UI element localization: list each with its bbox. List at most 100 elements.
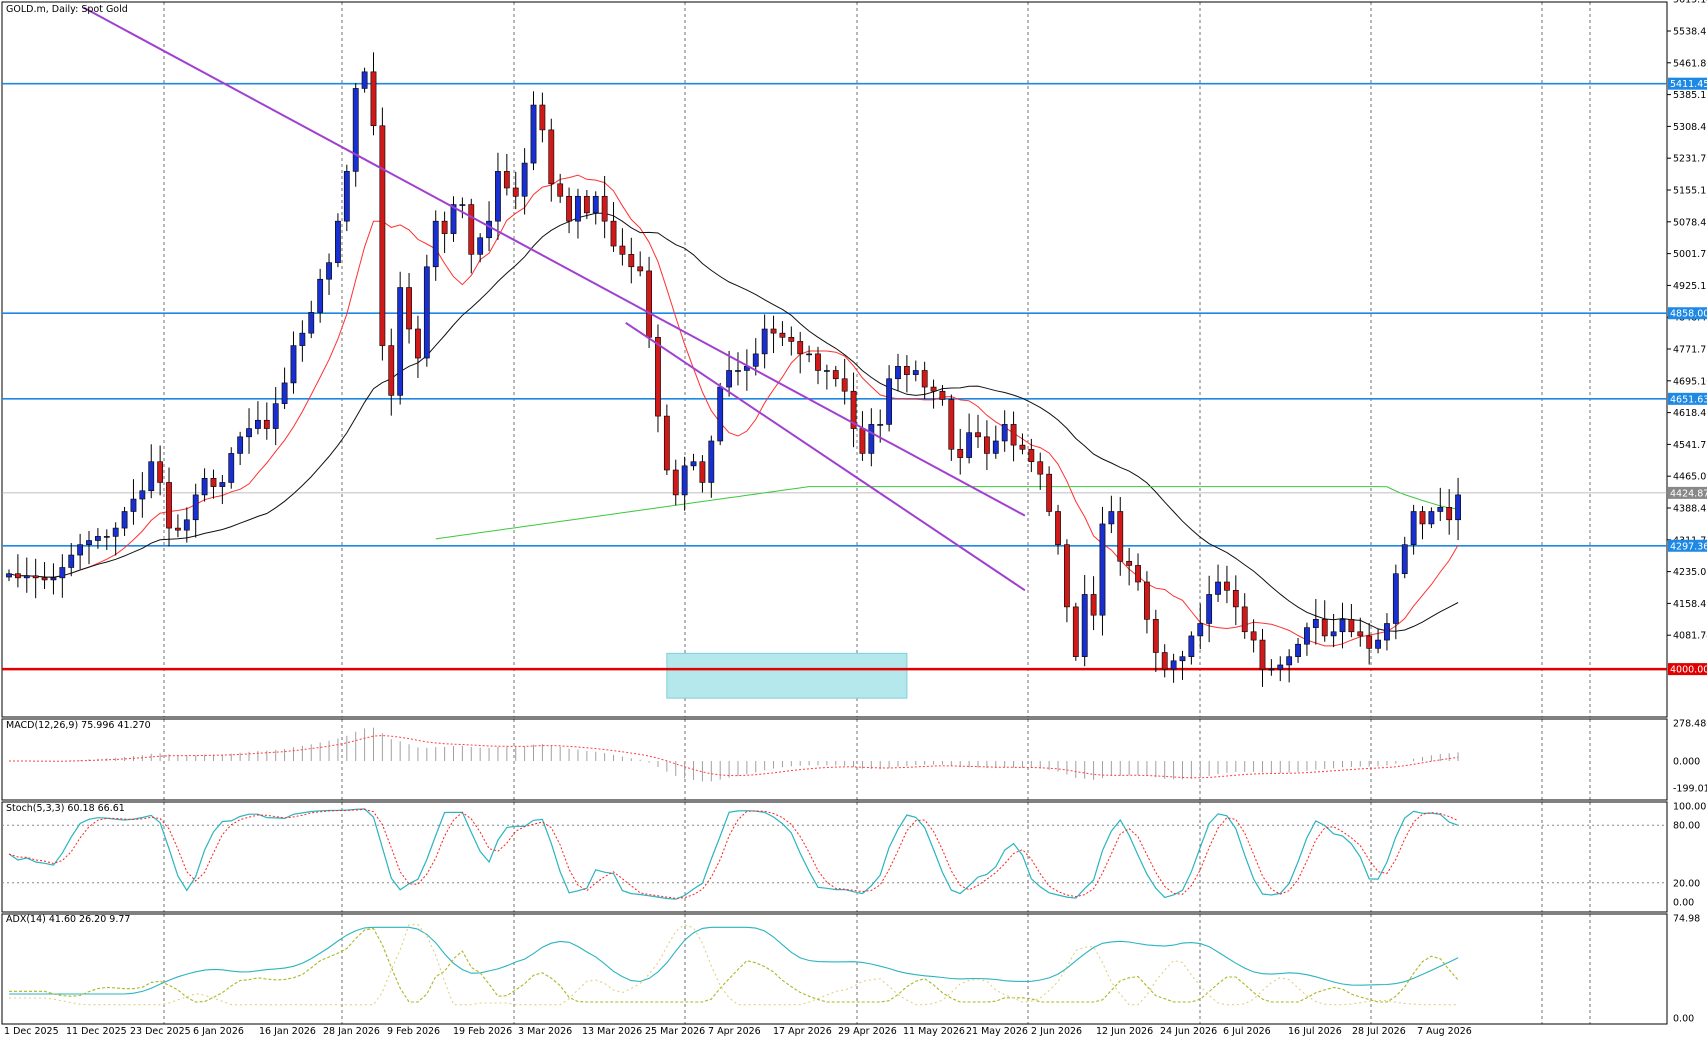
candle-body [246,428,252,438]
candle-body [957,448,964,458]
candle-body [1312,619,1319,628]
candle-body [1135,565,1141,583]
candle-body [1179,656,1186,662]
candle-body [583,195,590,214]
candle-body [441,220,448,234]
candle-body [326,262,332,280]
candle-body [859,428,866,454]
candle-body [272,403,279,429]
candle-body [415,328,421,359]
candle-body [1170,660,1177,670]
candle-body [450,204,457,234]
adx-tick-label: 74.98 [1673,914,1700,925]
candle-body [566,195,572,222]
candle-body [1357,631,1364,637]
candle-body [868,424,875,454]
candle-body [815,353,821,371]
candle-body [219,482,226,487]
candle-body [1375,639,1381,649]
candle-body [512,187,519,197]
price-tick-label: 4771.77 [1673,345,1707,356]
candle-body [1455,494,1461,521]
candle-body [681,465,688,496]
candle-body [432,220,439,268]
candle-body [1277,664,1284,670]
stoch-title: Stoch(5,3,3) 60.18 66.61 [6,803,125,814]
candle-body [1037,461,1044,475]
candle-body [1428,511,1435,525]
candle-body [646,270,652,338]
date-label: 19 Feb 2026 [453,1026,512,1037]
price-tick-label: 4081.74 [1673,631,1707,642]
candle-body [761,328,768,355]
vertical-gridlines [2,2,1667,1024]
candle-body [86,540,92,545]
candle-body [468,204,475,255]
date-label: 1 Dec 2025 [4,1026,59,1037]
macd-tick-label: 278.486 [1673,719,1707,730]
candle-body [1339,619,1346,633]
candle-body [1197,623,1204,637]
ma-fast-line [8,174,1459,647]
date-label: 23 Dec 2025 [130,1026,191,1037]
candle-body [752,353,759,367]
candle-body [726,370,732,388]
level-tag-label: 4297.36 [1670,541,1707,552]
candle-body [1144,581,1150,620]
adx-title: ADX(14) 41.60 26.20 9.77 [6,914,130,925]
candle-body [1215,581,1221,595]
level-tag [1668,663,1707,676]
candle-body [1295,643,1301,657]
price-tick-label: 4618.43 [1673,408,1707,419]
candle-body [32,575,39,579]
candle-body [1206,594,1213,624]
ma-slow-line [435,486,1459,540]
stoch-tick-label: 100.00 [1673,802,1706,813]
candle-body [343,171,350,222]
macd-tick-label: -199.010 [1673,784,1707,795]
price-tick-label: 4235.08 [1673,567,1707,578]
ma-mid-line [8,212,1459,632]
candle-body [610,220,617,247]
candle-body [370,71,377,127]
candle-body [628,254,635,268]
candle-body [1268,668,1275,671]
candle-body [779,332,786,338]
candle-body [672,469,679,496]
panel-frame-main [1,1,1668,718]
level-tag [1668,539,1707,552]
price-tick-label: 5078.45 [1673,217,1707,228]
candle-body [921,370,928,388]
candle-body [281,382,288,404]
candle-body [1117,511,1124,562]
candle-body [735,370,741,372]
candle-body [157,461,164,483]
candle-body [788,336,795,342]
level-tag [1668,392,1707,405]
candle-body [966,432,973,458]
candle-body [166,482,172,529]
horizontal-levels [2,82,1667,671]
candle-body [486,220,492,239]
candle-body [601,195,608,222]
candle-body [1028,448,1035,463]
candle-body [1108,511,1115,525]
candle-body [201,478,208,496]
price-tick-label: 5308.46 [1673,122,1707,133]
candle-body [637,266,644,272]
candle-body [557,183,564,197]
candle-body [423,266,430,359]
panel-frame-adx [1,913,1668,1025]
stoch-main-line [8,808,1459,900]
level-tag-label: 4000.00 [1670,665,1707,676]
candle-body [14,573,21,579]
macd-panel [9,727,1459,782]
date-label: 28 Jul 2026 [1352,1026,1406,1037]
candle-body [23,575,30,579]
price-tick-label: 5615.14 [1673,0,1707,6]
price-axis: 5615.14 5538.47 5461.80 5385.13 5308.46 5231.… [1667,0,1707,1025]
candle-body [263,419,270,429]
date-label: 17 Apr 2026 [773,1026,832,1037]
candle-body [41,577,48,581]
